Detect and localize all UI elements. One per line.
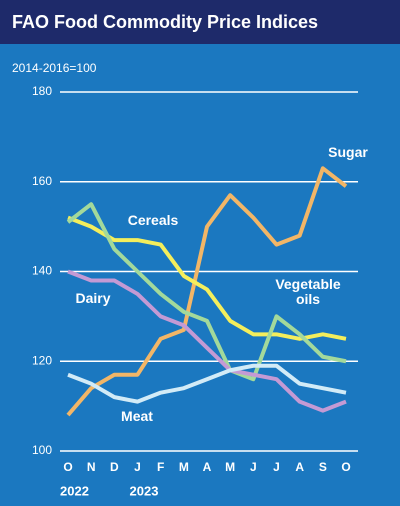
y-tick-label: 100 <box>32 443 52 457</box>
x-tick-label: S <box>319 460 327 474</box>
x-tick-label: A <box>203 460 212 474</box>
x-tick-label: N <box>87 460 96 474</box>
y-tick-label: 180 <box>32 84 52 98</box>
chart-title: FAO Food Commodity Price Indices <box>12 12 318 32</box>
x-tick-label: O <box>341 460 350 474</box>
x-tick-label: M <box>179 460 189 474</box>
x-tick-label: O <box>63 460 72 474</box>
x-tick-label: J <box>134 460 141 474</box>
year-label: 2022 <box>60 483 89 498</box>
x-tick-label: A <box>295 460 304 474</box>
series-label: Cereals <box>127 212 179 228</box>
x-tick-label: F <box>157 460 164 474</box>
series-line <box>66 202 347 382</box>
series-label: Sugar <box>328 144 368 160</box>
series-label: Dairy <box>75 290 111 306</box>
x-tick-label: J <box>250 460 257 474</box>
series-label: Meat <box>121 408 153 424</box>
x-tick-label: M <box>225 460 235 474</box>
year-label: 2023 <box>130 483 159 498</box>
series-line <box>66 166 348 417</box>
title-bar <box>0 0 400 44</box>
series-line <box>67 269 347 413</box>
x-tick-label: D <box>110 460 119 474</box>
series-line <box>67 215 347 341</box>
series-line <box>67 363 347 404</box>
series-label: Vegetable oils <box>275 276 341 307</box>
y-tick-label: 120 <box>32 353 52 367</box>
y-tick-label: 140 <box>32 264 52 278</box>
subtitle: 2014-2016=100 <box>12 61 97 75</box>
y-tick-label: 160 <box>32 174 52 188</box>
x-tick-label: J <box>273 460 280 474</box>
